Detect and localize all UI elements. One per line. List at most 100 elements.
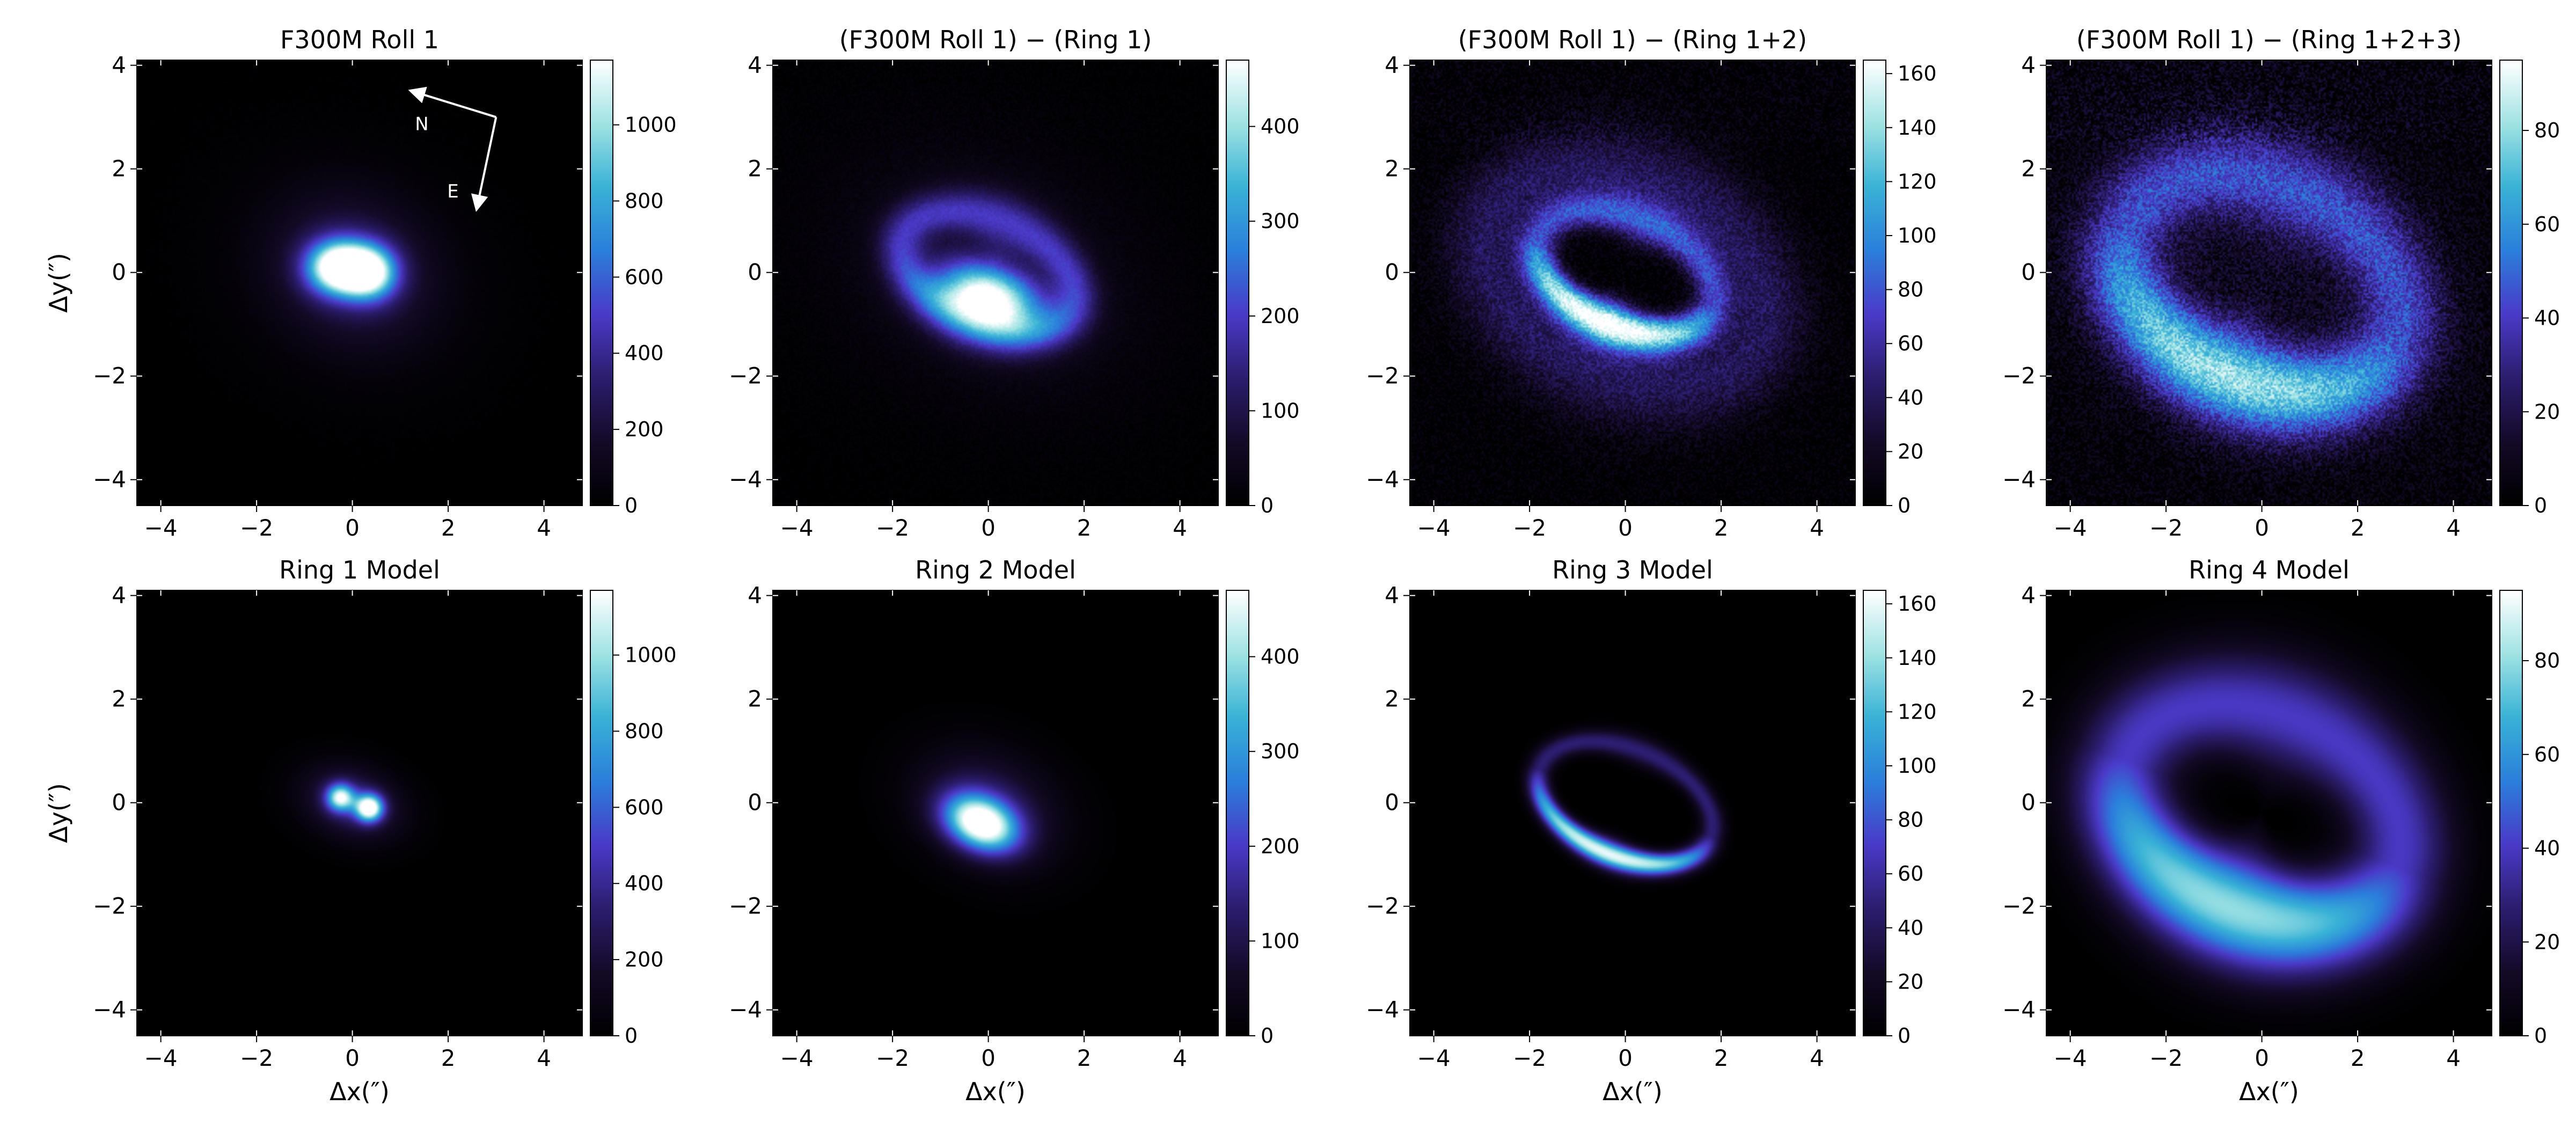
y-tick-label: 4 (112, 582, 126, 609)
colorbar (590, 60, 613, 506)
east-arrow (471, 116, 497, 212)
x-tick-label: −2 (2149, 1045, 2183, 1071)
x-tick-label: −2 (876, 1045, 909, 1071)
x-tick-label: 4 (1173, 1045, 1187, 1071)
panel: −4 −4 −2 −2 0 0 2 2 4 4 F300M Roll 1 Δy(″) 0 200 400 60… (44, 25, 677, 541)
x-axis-label: Δx(″) (965, 1077, 1026, 1106)
x-tick-label: −4 (2054, 515, 2087, 541)
panel-title: (F300M Roll 1) − (Ring 1+2+3) (2076, 25, 2462, 54)
y-tick-label: 2 (2021, 686, 2036, 712)
colorbar-tick-label: 80 (1898, 278, 1923, 302)
colorbar-tick-label: 0 (2534, 494, 2547, 517)
x-tick-label: −4 (780, 515, 814, 541)
x-tick-label: 4 (2446, 1045, 2461, 1071)
y-tick-label: 2 (748, 686, 762, 712)
colorbar-tick-label: 1000 (625, 643, 677, 667)
colorbar (1226, 590, 1249, 1036)
y-tick-label: 2 (2021, 156, 2036, 182)
y-tick-label: 0 (2021, 789, 2036, 816)
panel: −4 −4 −2 −2 0 0 2 2 4 4 Ring 3 Model Δx(″) 0 20 40 60 80… (1366, 555, 1936, 1106)
x-axis-label: Δx(″) (2239, 1077, 2299, 1106)
colorbar-tick-label: 80 (2534, 649, 2560, 672)
colorbar-tick-label: 40 (1898, 386, 1923, 409)
x-tick-label: 4 (537, 515, 551, 541)
colorbar-frame (1226, 590, 1249, 1036)
colorbar-tick-label: 1000 (625, 113, 677, 137)
panel-title: Ring 4 Model (2189, 555, 2350, 584)
x-tick-label: 2 (441, 515, 456, 541)
colorbar-frame (1863, 60, 1886, 506)
colorbar-tick-label: 120 (1898, 700, 1937, 723)
y-tick-label: 0 (1385, 259, 1399, 286)
panel: −4 −4 −2 −2 0 0 2 2 4 4 (F300M Roll 1) − (Ring 1+2… (1366, 25, 1936, 541)
panel-title: Ring 1 Model (279, 555, 440, 584)
colorbar (1863, 60, 1886, 506)
heatmap-image (2046, 60, 2492, 506)
x-tick-label: 0 (345, 1045, 360, 1071)
y-tick-label: 4 (1385, 582, 1399, 609)
panel: −4 −4 −2 −2 0 0 2 2 4 4 Ring 4 Model Δx(″) 0 20 40 60 80 (2002, 555, 2560, 1106)
colorbar-tick-label: 40 (1898, 916, 1923, 940)
y-tick-label: 2 (1385, 686, 1399, 712)
colorbar-tick-label: 100 (1898, 224, 1937, 247)
y-tick-label: −4 (2002, 466, 2036, 493)
x-tick-label: 0 (2255, 515, 2269, 541)
y-tick-label: 4 (748, 52, 762, 78)
axes-frame (136, 60, 583, 506)
y-tick-label: −4 (1366, 466, 1399, 493)
x-axis-label: Δx(″) (1602, 1077, 1663, 1106)
y-tick-label: −4 (93, 466, 126, 493)
x-tick-label: 4 (2446, 515, 2461, 541)
colorbar-tick-label: 20 (1898, 970, 1923, 993)
y-tick-label: −4 (93, 997, 126, 1023)
colorbar (2500, 60, 2522, 506)
colorbar-tick-label: 20 (1898, 440, 1923, 463)
panel-title: (F300M Roll 1) − (Ring 1) (839, 25, 1152, 54)
y-tick-label: 0 (2021, 259, 2036, 286)
x-tick-label: −4 (144, 515, 178, 541)
colorbar-frame (2499, 60, 2523, 506)
y-tick-label: 2 (1385, 156, 1399, 182)
colorbar-tick-label: 300 (1261, 740, 1300, 763)
axes-frame (2046, 590, 2492, 1036)
x-tick-label: 2 (1714, 1045, 1729, 1071)
heatmap-image (1410, 60, 1855, 506)
colorbar-tick-label: 60 (2534, 213, 2560, 236)
colorbar-tick-label: 0 (625, 1024, 638, 1048)
colorbar-tick-label: 200 (1261, 304, 1300, 328)
colorbar-tick-label: 40 (2534, 306, 2560, 330)
colorbar-tick-label: 0 (1898, 1024, 1911, 1048)
colorbar-frame (2499, 590, 2523, 1036)
y-tick-label: 4 (112, 52, 126, 78)
y-tick-label: 0 (1385, 789, 1399, 816)
colorbar-tick-label: 100 (1898, 754, 1937, 778)
north-arrow (408, 86, 496, 119)
heatmap-image (137, 60, 582, 506)
heatmap-image (137, 590, 582, 1036)
y-tick-label: −4 (729, 466, 762, 493)
y-tick-label: 0 (748, 259, 762, 286)
axes-frame (772, 590, 1219, 1036)
colorbar-tick-label: 0 (1898, 494, 1911, 517)
y-tick-label: 4 (1385, 52, 1399, 78)
colorbar-tick-label: 100 (1261, 929, 1300, 953)
colorbar-frame (590, 60, 613, 506)
x-tick-label: −4 (2054, 1045, 2087, 1071)
x-tick-label: 2 (2351, 1045, 2365, 1071)
east-label: E (447, 181, 458, 202)
colorbar-tick-label: 60 (1898, 862, 1923, 885)
x-tick-label: 2 (1077, 1045, 1092, 1071)
colorbar-tick-label: 140 (1898, 646, 1937, 670)
y-tick-label: 0 (748, 789, 762, 816)
x-tick-label: 0 (1618, 515, 1633, 541)
colorbar (1226, 60, 1249, 506)
colorbar-tick-label: 400 (1261, 645, 1300, 669)
x-tick-label: 0 (2255, 1045, 2269, 1071)
y-tick-label: 2 (112, 686, 126, 712)
colorbar-tick-label: 80 (2534, 119, 2560, 142)
panel-title: Ring 2 Model (915, 555, 1076, 584)
x-axis-label: Δx(″) (330, 1077, 390, 1106)
axes-frame (136, 590, 583, 1036)
colorbar-tick-label: 40 (2534, 837, 2560, 860)
